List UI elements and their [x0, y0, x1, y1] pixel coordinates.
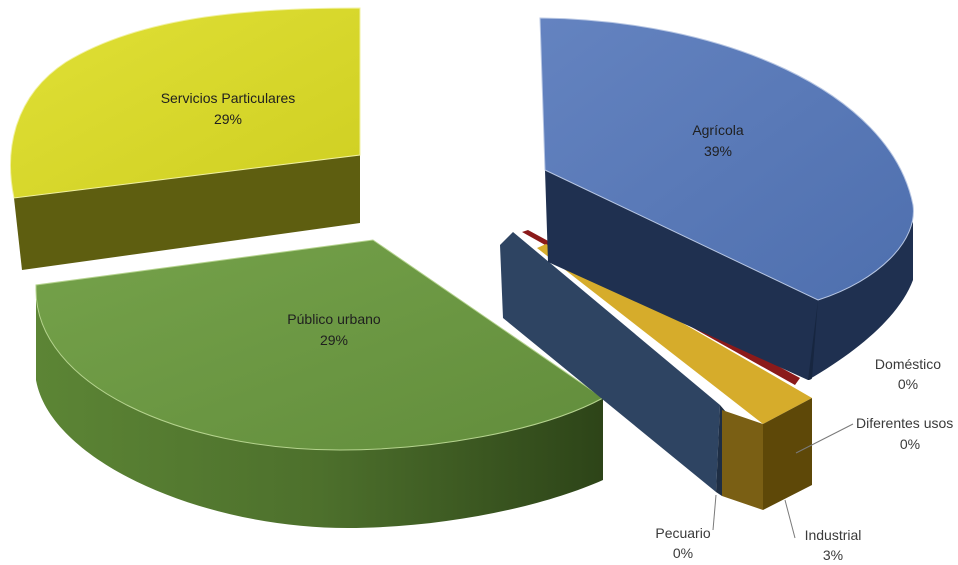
data-labels: Servicios Particulares 29% Agrícola 39% …	[161, 90, 954, 563]
label-domestico-pct: 0%	[898, 376, 918, 392]
slice-industrial-front	[722, 410, 763, 510]
leader-industrial	[784, 499, 796, 539]
label-publico-name: Público urbano	[287, 311, 381, 327]
label-diferentes-usos-name: Diferentes usos	[856, 415, 953, 431]
slice-publico-side	[36, 290, 603, 528]
leader-lines	[712, 423, 854, 539]
label-agricola-pct: 39%	[704, 143, 732, 159]
slice-industrial-top	[537, 244, 812, 424]
slice-servicios-side	[14, 155, 360, 270]
leader-diferentes-usos	[795, 423, 854, 454]
slice-agricola-side	[545, 170, 913, 380]
slice-agricola	[539, 17, 914, 380]
label-diferentes-usos-pct: 0%	[900, 436, 920, 452]
label-domestico-name: Doméstico	[875, 356, 941, 372]
slice-servicios-particulares	[10, 7, 361, 270]
slice-servicios-top	[10, 7, 361, 199]
slice-agricola-top	[539, 17, 914, 301]
label-publico-pct: 29%	[320, 332, 348, 348]
label-servicios-pct: 29%	[214, 111, 242, 127]
label-agricola-name: Agrícola	[692, 122, 744, 138]
slice-publico-top	[35, 239, 604, 451]
label-pecuario-pct: 0%	[673, 545, 693, 561]
label-pecuario-name: Pecuario	[655, 525, 710, 541]
label-servicios-name: Servicios Particulares	[161, 90, 296, 106]
label-industrial-pct: 3%	[823, 547, 843, 563]
slice-pecuario-face	[500, 232, 720, 492]
slice-industrial-side	[763, 398, 812, 510]
slice-publico-urbano	[35, 239, 604, 528]
slice-agricola-front	[808, 300, 818, 380]
label-industrial-name: Industrial	[805, 527, 862, 543]
leader-pecuario	[712, 494, 717, 531]
slice-industrial	[537, 244, 812, 510]
